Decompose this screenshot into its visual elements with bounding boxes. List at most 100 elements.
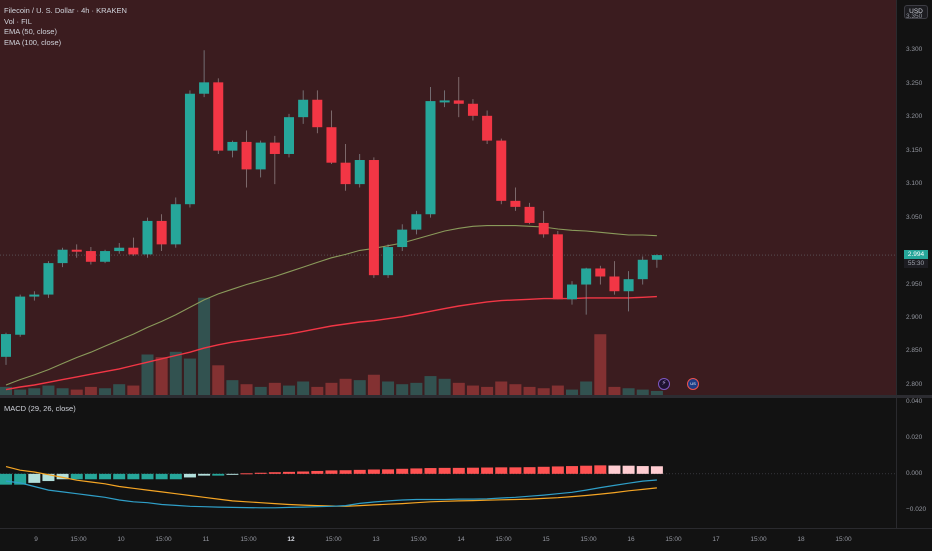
macd-hist-bar	[226, 473, 239, 475]
volume-bar	[113, 384, 126, 395]
macd-hist-bar	[0, 473, 12, 485]
candle-body	[269, 142, 280, 154]
candle-body	[397, 229, 408, 248]
volume-bar	[636, 389, 649, 395]
time-tick: 17	[712, 536, 720, 543]
time-axis[interactable]	[0, 528, 932, 551]
candle-body	[85, 251, 96, 262]
currency-button[interactable]: USD	[904, 5, 928, 19]
candle-body	[383, 247, 394, 276]
macd-hist-bar	[99, 473, 112, 480]
macd-legend[interactable]: MACD (29, 26, close)	[4, 404, 76, 413]
macd-hist-bar	[155, 473, 168, 480]
volume-bar	[537, 388, 550, 395]
candle-body	[552, 234, 563, 300]
price-pane[interactable]	[0, 0, 896, 395]
price-scale[interactable]	[896, 0, 932, 395]
macd-hist-bar	[268, 472, 281, 474]
volume-bar	[155, 357, 168, 395]
candle-body	[255, 142, 266, 170]
legend-volume[interactable]: Vol · FIL	[4, 16, 32, 26]
macd-hist-bar	[622, 465, 635, 474]
time-tick: 13	[372, 536, 380, 543]
price-tick: 3.350	[906, 12, 923, 20]
price-tick: 2.950	[906, 280, 923, 288]
macd-hist-bar	[608, 465, 621, 474]
legend-symbol[interactable]: Filecoin / U. S. Dollar · 4h · KRAKEN	[4, 6, 127, 15]
macd-hist-bar	[594, 465, 607, 474]
candle-body	[595, 268, 606, 277]
macd-hist-bar	[28, 473, 41, 483]
time-tick: 10	[117, 536, 125, 543]
macd-hist-bar	[650, 466, 663, 474]
ema100-line	[5, 295, 657, 391]
volume-bar	[650, 390, 663, 395]
volume-bar	[0, 386, 12, 395]
volume-bar	[14, 389, 27, 395]
macd-pane[interactable]	[0, 398, 896, 528]
macd-hist-bar	[410, 468, 423, 474]
macd-hist-bar	[367, 469, 380, 474]
volume-bar	[481, 386, 494, 395]
price-tick: 3.050	[906, 213, 923, 221]
candle-body	[510, 200, 521, 207]
time-tick: 15:00	[835, 536, 852, 543]
candle-body	[651, 255, 662, 260]
volume-bar	[212, 365, 225, 395]
event-us-flag-icon[interactable]: US	[687, 378, 699, 390]
macd-hist-bar	[509, 467, 522, 474]
candle-body	[213, 82, 224, 151]
volume-bar	[141, 354, 154, 395]
candle-body	[439, 100, 450, 103]
pane-divider[interactable]	[0, 395, 932, 398]
candle-body	[71, 249, 82, 252]
macd-tick: 0.040	[906, 397, 923, 405]
volume-bar	[169, 351, 182, 395]
time-tick: 15:00	[155, 536, 172, 543]
macd-hist-bar	[523, 467, 536, 474]
macd-hist-bar	[424, 468, 437, 474]
price-tick: 3.250	[906, 79, 923, 87]
volume-bar	[622, 388, 635, 395]
volume-bar	[580, 381, 593, 395]
candle-body	[482, 115, 493, 141]
price-tick: 3.300	[906, 46, 923, 54]
macd-hist-bar	[169, 473, 182, 480]
macd-hist-bar	[212, 473, 225, 476]
candle-body	[298, 99, 309, 118]
volume-bar	[183, 358, 196, 395]
volume-bar	[297, 381, 310, 395]
volume-bar	[254, 386, 267, 395]
price-tick: 3.150	[906, 146, 923, 154]
volume-bar	[353, 380, 366, 395]
macd-hist-bar	[254, 472, 267, 474]
macd-hist-bar	[481, 467, 494, 474]
macd-hist-bar	[127, 473, 140, 480]
macd-hist-bar	[183, 473, 196, 478]
volume-bar	[551, 385, 564, 395]
candle-body	[538, 222, 549, 235]
macd-hist-bar	[240, 473, 253, 475]
time-tick: 15	[542, 536, 550, 543]
volume-bar	[268, 382, 281, 395]
volume-bar	[339, 378, 352, 395]
candle-body	[284, 117, 294, 154]
event-lightning-icon[interactable]: ⚡	[658, 378, 670, 390]
time-tick: 18	[797, 536, 805, 543]
volume-bar	[311, 386, 324, 395]
volume-bar	[99, 388, 112, 395]
volume-bar	[198, 297, 211, 395]
candle-body	[340, 162, 351, 185]
macd-hist-bar	[466, 467, 479, 474]
volume-bar	[495, 381, 508, 395]
candle-body	[57, 249, 68, 264]
legend-ema50[interactable]: EMA (50, close)	[4, 27, 57, 36]
legend-ema100[interactable]: EMA (100, close)	[4, 37, 62, 47]
bar-countdown-label: 55:30	[904, 259, 928, 268]
macd-scale[interactable]	[896, 398, 932, 528]
macd-hist-bar	[438, 467, 451, 474]
candle-body	[354, 160, 365, 185]
macd-hist-bar	[14, 473, 27, 485]
macd-hist-bar	[452, 467, 465, 474]
